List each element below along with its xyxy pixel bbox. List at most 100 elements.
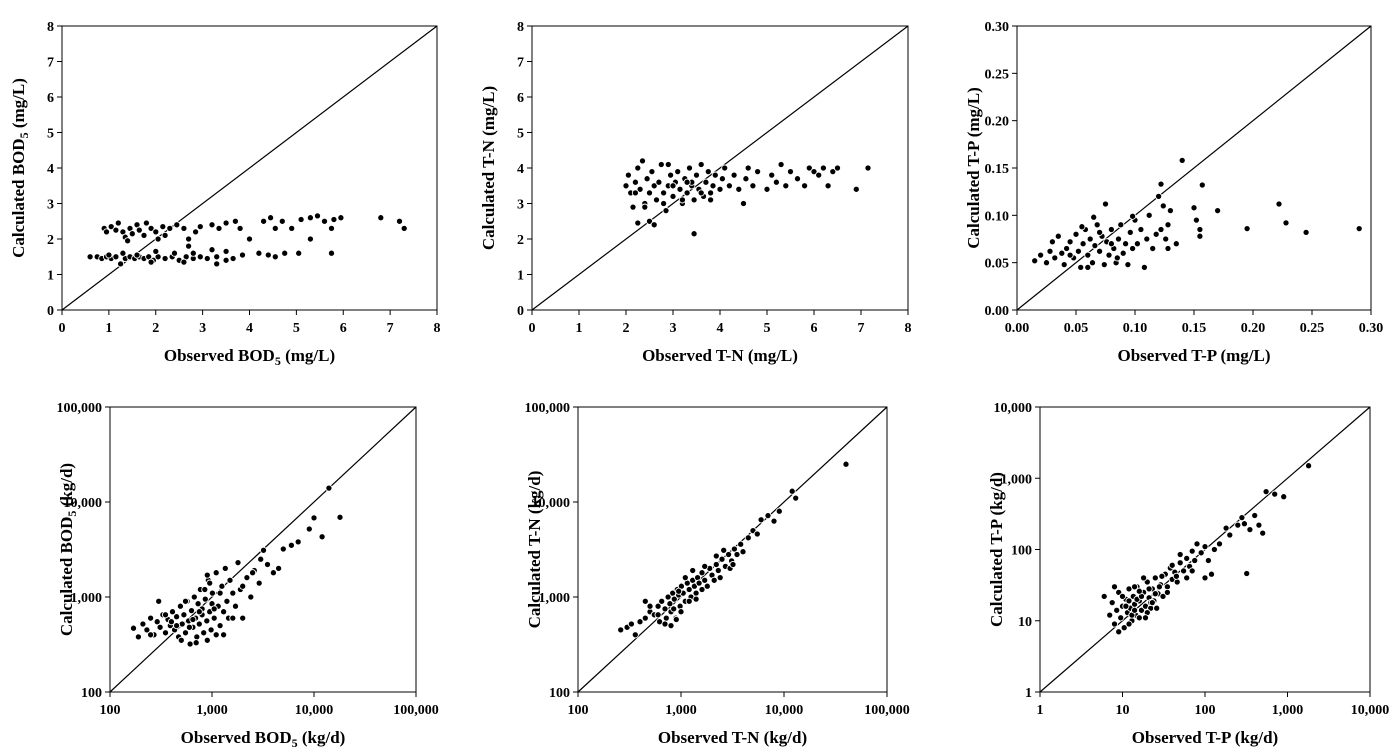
y-tick-label: 10,000 <box>532 496 571 511</box>
data-point <box>641 597 649 605</box>
data-point <box>650 221 658 229</box>
data-point <box>1188 547 1196 555</box>
data-point <box>1086 235 1094 243</box>
data-point <box>674 168 682 176</box>
x-tick-label: 2 <box>152 321 159 336</box>
data-point <box>634 164 642 172</box>
data-point <box>142 219 150 227</box>
x-tick-label: 1,000 <box>665 703 697 718</box>
y-tick-label: 1,000 <box>539 591 571 606</box>
data-point <box>1192 216 1200 224</box>
x-tick-label: 1 <box>105 321 112 336</box>
data-point <box>1168 561 1176 569</box>
data-point <box>210 605 218 613</box>
data-point <box>181 629 190 637</box>
data-point <box>271 253 279 261</box>
data-point <box>1222 524 1230 532</box>
data-point <box>737 540 745 548</box>
data-point <box>257 555 265 563</box>
data-point <box>220 608 228 616</box>
data-point <box>203 571 211 579</box>
data-point <box>692 595 700 603</box>
data-point <box>1157 225 1165 234</box>
data-point <box>1166 207 1174 215</box>
x-tick-label: 0.20 <box>1241 321 1266 336</box>
data-point <box>1196 232 1204 240</box>
data-point <box>1151 574 1159 582</box>
data-point <box>1158 572 1166 580</box>
data-point <box>1176 559 1184 567</box>
data-point <box>662 207 670 215</box>
data-point <box>1093 221 1101 229</box>
data-point <box>1100 592 1108 600</box>
data-point <box>203 636 211 644</box>
data-point <box>167 618 175 626</box>
data-point <box>129 624 138 632</box>
data-point <box>1054 232 1062 240</box>
data-point <box>281 249 289 257</box>
y-tick-label: 5 <box>47 127 54 142</box>
y-tick-label: 100 <box>549 686 570 701</box>
data-point <box>683 189 691 197</box>
data-point <box>660 199 668 208</box>
data-point <box>667 171 675 179</box>
data-point <box>203 254 211 263</box>
data-point <box>1107 240 1115 248</box>
data-point <box>764 512 772 520</box>
data-point <box>1164 221 1172 229</box>
y-tick-label: 0.10 <box>985 209 1010 224</box>
y-tick-label: 1 <box>517 269 524 284</box>
data-point <box>297 215 305 224</box>
data-point <box>337 214 345 222</box>
y-tick-label: 0.15 <box>985 162 1010 177</box>
y-axis-title: Calculated T-N (mg/L) <box>479 86 498 250</box>
data-point <box>133 251 141 259</box>
data-point <box>190 593 198 601</box>
data-point <box>1178 156 1186 164</box>
data-point <box>159 223 167 231</box>
data-point <box>739 199 748 208</box>
data-point <box>1152 230 1160 238</box>
data-point <box>128 230 136 238</box>
y-tick-label: 1,000 <box>71 591 103 606</box>
data-point <box>161 629 170 637</box>
data-point <box>735 185 743 193</box>
y-tick-label: 100,000 <box>57 401 103 416</box>
data-point <box>641 203 649 211</box>
data-point <box>1126 228 1134 236</box>
data-point <box>173 221 181 229</box>
y-tick-label: 6 <box>517 91 524 106</box>
x-tick-label: 0.25 <box>1300 321 1325 336</box>
data-point <box>768 171 776 179</box>
data-point <box>139 620 147 628</box>
data-point <box>208 246 216 254</box>
x-tick-label: 10,000 <box>1351 703 1390 718</box>
y-tick-label: 0.25 <box>985 67 1010 82</box>
data-point <box>247 593 255 601</box>
data-point <box>147 224 155 232</box>
data-point <box>1251 511 1259 520</box>
data-point <box>707 196 715 204</box>
data-point <box>646 602 654 610</box>
data-point <box>660 189 668 197</box>
data-point <box>629 203 637 211</box>
data-point <box>134 633 142 641</box>
data-point <box>1191 556 1199 565</box>
data-point <box>166 224 174 232</box>
plot-frame <box>577 406 888 693</box>
x-tick-label: 100 <box>1195 703 1216 718</box>
data-point <box>1031 257 1039 265</box>
data-point <box>189 615 197 624</box>
data-point <box>695 579 703 587</box>
data-point <box>245 235 254 243</box>
data-point <box>231 217 239 225</box>
data-point <box>1148 599 1156 607</box>
chart-tn-load: 100 1,000 10,000 100,000 100 1,000 10,000 100,0… <box>525 401 910 747</box>
y-tick-label: 6 <box>47 91 54 106</box>
data-point <box>1107 225 1115 234</box>
data-point <box>112 253 120 261</box>
x-axis-title: Observed BOD5 (kg/d) <box>181 728 346 750</box>
x-tick-label: 8 <box>434 321 441 336</box>
data-point <box>685 164 694 172</box>
data-point <box>624 171 632 179</box>
